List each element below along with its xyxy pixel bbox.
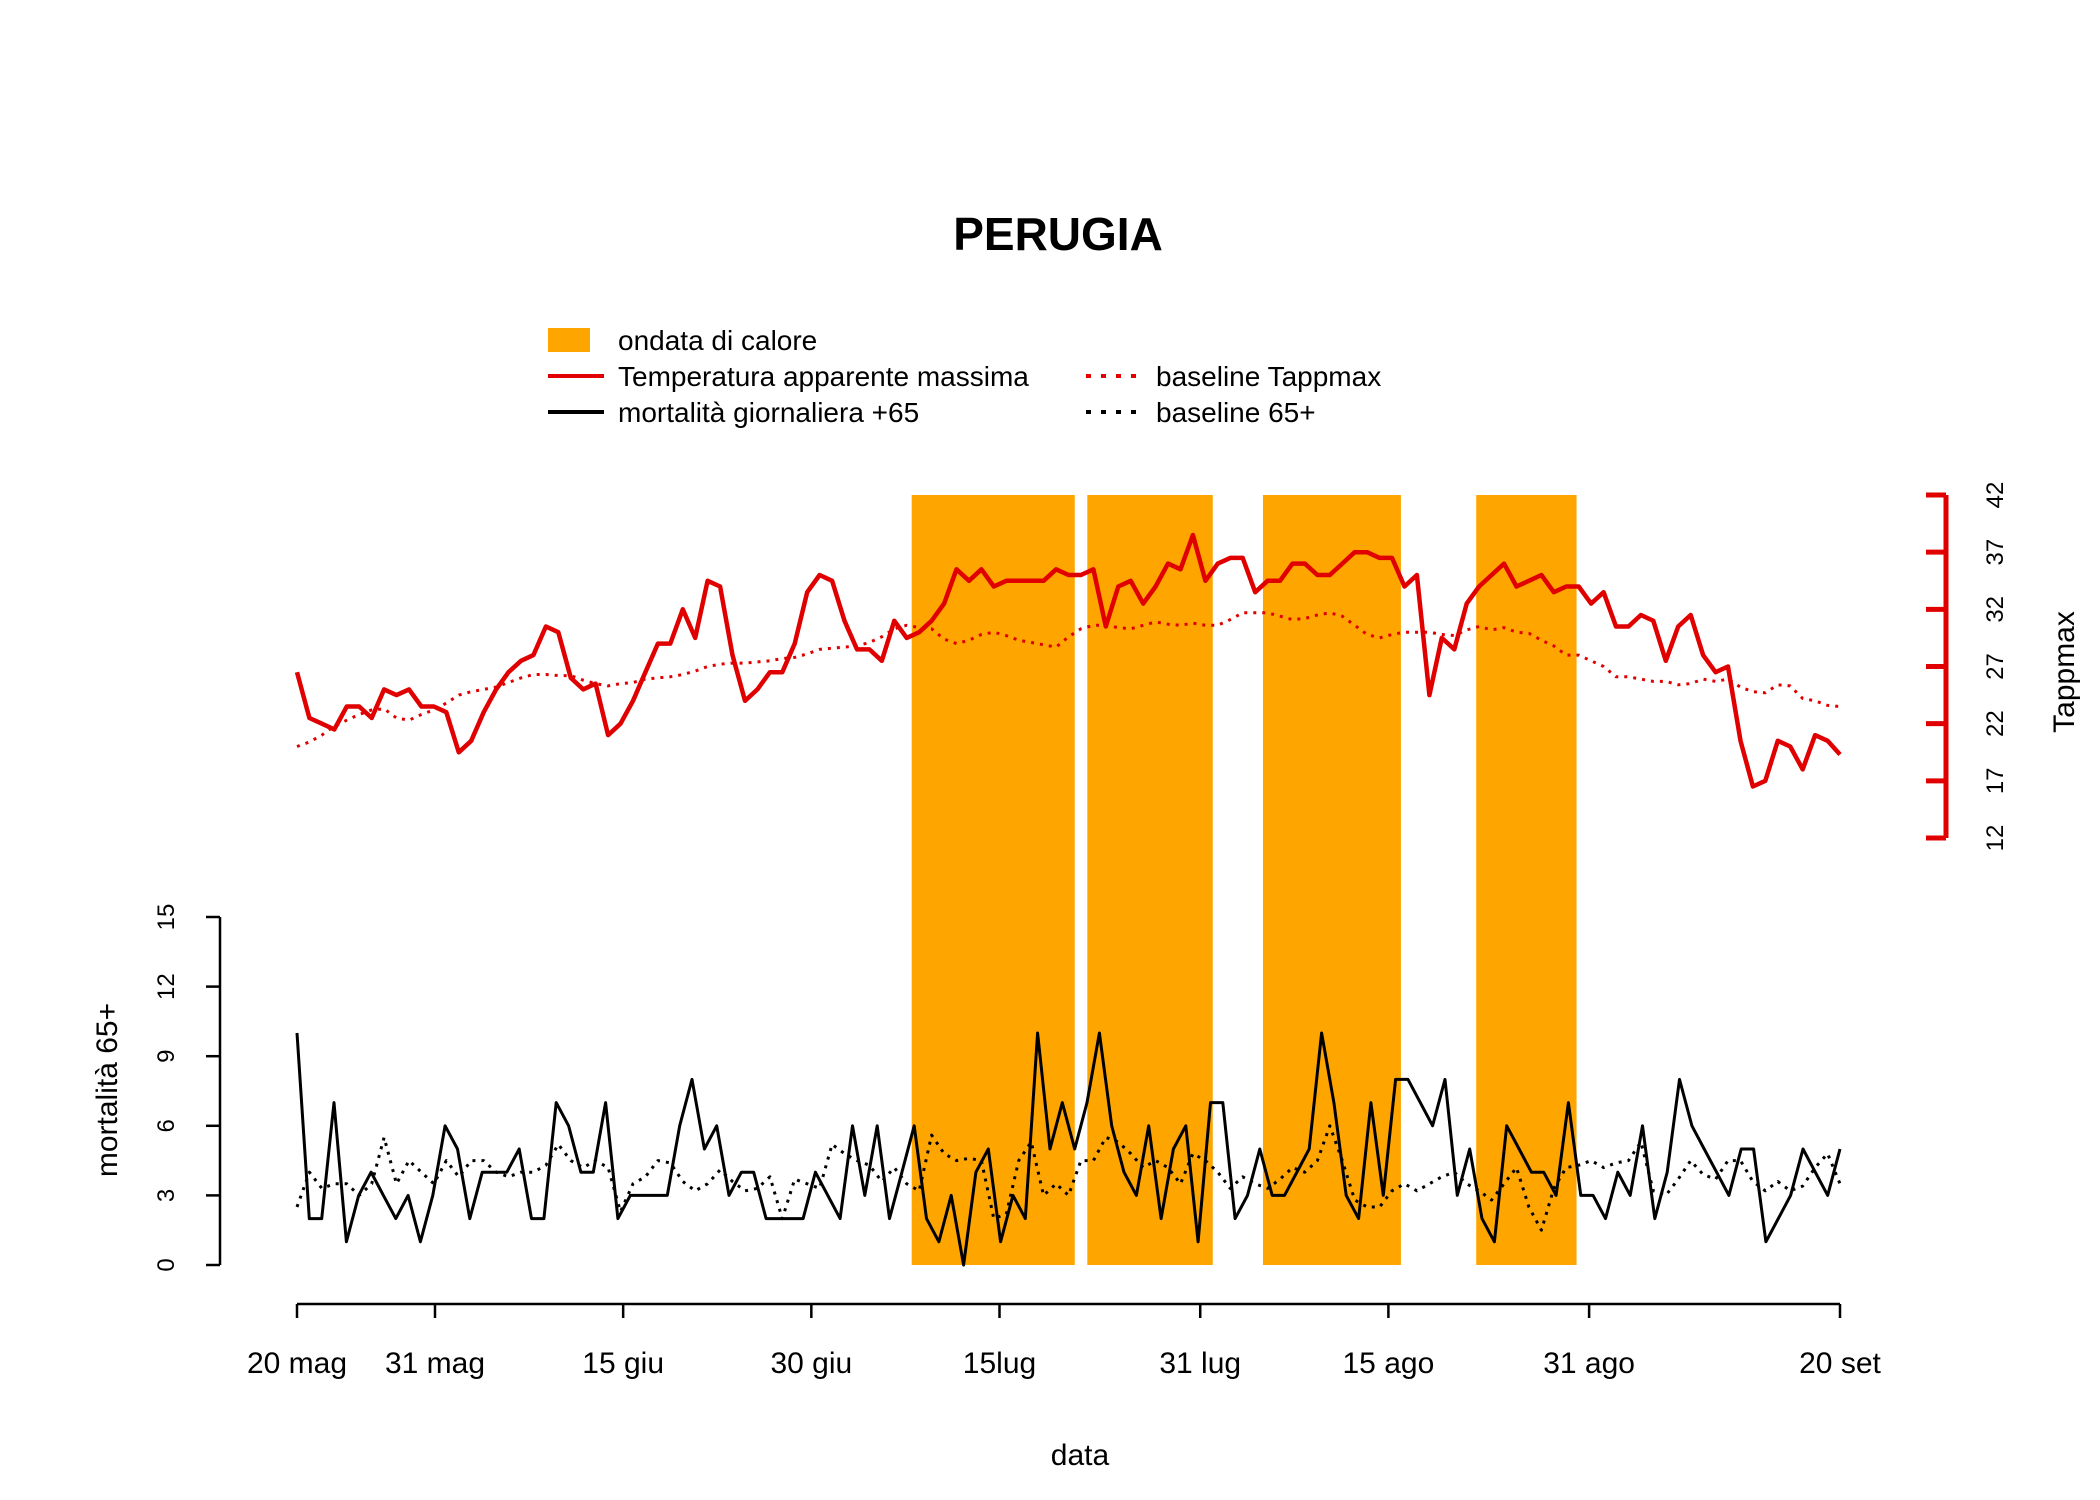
y-left-tick-label-5: 12 (153, 973, 180, 1000)
y-left-tick-label-4: 9 (153, 1050, 180, 1063)
series-layer (294, 532, 1842, 1267)
legend-label-heatwave: ondata di calore (618, 325, 817, 356)
y-left-tick-label-1: 0 (153, 1258, 180, 1271)
x-axis: 20 mag 31 mag 15 giu 30 giu 15lug 31 lug 15 ag… (247, 1302, 1882, 1380)
x-tick-label-5: 15lug (963, 1347, 1036, 1380)
heatwave-band-2 (1087, 495, 1213, 1265)
heatwave-band-3 (1262, 495, 1401, 1265)
y-axis-left: 0 3 6 9 12 15 (153, 904, 222, 1272)
y-right-tick-label-4: 27 (1982, 653, 2009, 680)
legend-label-mortality: mortalità giornaliera +65 (618, 397, 919, 428)
y-axis-right-title: Tappmax (2048, 611, 2081, 733)
y-right-tick-label-6: 37 (1982, 539, 2009, 566)
y-axis-right: 12 17 22 27 32 37 42 (1926, 482, 2009, 852)
legend-label-baseline-mortality: baseline 65+ (1156, 397, 1316, 428)
x-axis-title: data (1051, 1439, 1110, 1472)
legend-label-baseline-temp: baseline Tappmax (1156, 361, 1381, 392)
x-tick-label-7: 15 ago (1343, 1347, 1435, 1380)
series-line-3 (295, 1031, 1842, 1267)
legend-label-temp: Temperatura apparente massima (618, 361, 1029, 392)
chart-title: PERUGIA (953, 208, 1163, 260)
y-right-tick-label-1: 12 (1982, 825, 2009, 852)
y-left-tick-label-3: 6 (153, 1119, 180, 1132)
y-right-tick-label-5: 32 (1982, 596, 2009, 623)
y-left-tick-label-2: 3 (153, 1189, 180, 1202)
heatwave-band-4 (1476, 495, 1577, 1265)
x-tick-label-6: 31 lug (1159, 1347, 1241, 1380)
y-right-tick-label-2: 17 (1982, 767, 2009, 794)
x-tick-label-3: 15 giu (582, 1347, 664, 1380)
y-left-tick-label-6: 15 (153, 904, 180, 931)
x-tick-label-8: 31 ago (1543, 1347, 1635, 1380)
series-line-1 (294, 532, 1842, 789)
legend-swatch-heatwave (548, 328, 590, 352)
heatwave-bands (911, 495, 1577, 1265)
x-tick-label-9: 20 set (1799, 1347, 1881, 1380)
y-axis-left-title: mortalità 65+ (91, 1003, 124, 1177)
y-right-tick-label-7: 42 (1982, 482, 2009, 509)
legend: ondata di calore Temperatura apparente m… (548, 325, 1381, 428)
x-tick-label-2: 31 mag (385, 1347, 485, 1380)
x-tick-label-4: 30 giu (770, 1347, 852, 1380)
y-right-tick-label-3: 22 (1982, 710, 2009, 737)
x-tick-label-1: 20 mag (247, 1347, 347, 1380)
